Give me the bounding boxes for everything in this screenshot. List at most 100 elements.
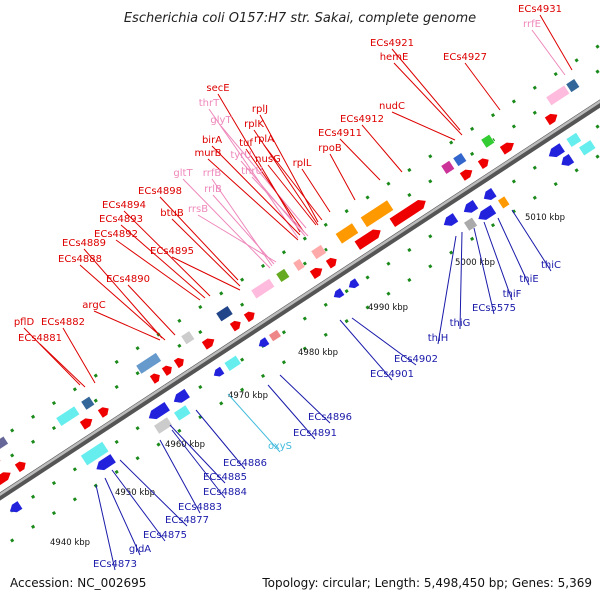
forward-leader-line <box>62 327 96 384</box>
gene-feature <box>0 435 9 454</box>
forward-leader-line <box>127 284 176 336</box>
forward-gene-label: ECs4898 <box>138 186 182 197</box>
gene-feature <box>161 365 172 376</box>
forward-gene-label: ECs4882 <box>41 317 85 328</box>
gene-feature <box>359 199 395 228</box>
gene-feature <box>545 84 571 106</box>
reverse-gene-label: ECs4883 <box>178 502 222 513</box>
forward-leader-line <box>79 264 166 341</box>
reverse-gene-label: ECs4891 <box>293 428 337 439</box>
reverse-gene-label: ECs4873 <box>93 559 137 570</box>
forward-gene-label: ECs4931 <box>518 4 562 15</box>
accession-text: Accession: NC_002695 <box>10 576 146 590</box>
forward-leader-line <box>23 327 81 386</box>
forward-gene-label: glyT <box>210 115 232 126</box>
forward-leader-line <box>393 62 463 136</box>
reverse-gene-label: thiE <box>519 274 538 285</box>
reverse-leader-line <box>104 477 141 556</box>
forward-leader-line <box>263 144 323 221</box>
gene-feature <box>173 404 192 422</box>
forward-leader-line <box>329 153 356 201</box>
position-ticks: 4940 kbp 4950 kbp 4960 kbp 4970 kbp 4980 kbp… <box>50 213 565 548</box>
forward-leader-line <box>251 176 309 237</box>
tick-label: 5010 kbp <box>525 213 565 223</box>
gene-feature <box>443 213 459 226</box>
forward-leader-line <box>301 168 331 213</box>
gene-feature <box>548 143 565 158</box>
forward-leader-line <box>217 93 301 233</box>
reverse-leader-line <box>339 319 393 381</box>
gene-feature <box>310 244 327 260</box>
gene-feature <box>334 222 359 245</box>
gene-feature <box>477 158 489 169</box>
reverse-leader-line <box>227 393 281 453</box>
forward-leader-line <box>171 256 241 291</box>
reverse-gene-label: ECs4886 <box>223 458 267 469</box>
gene-feature <box>80 395 96 411</box>
forward-leader-line <box>211 145 301 236</box>
forward-leader-line <box>207 158 299 241</box>
gene-feature <box>173 388 190 403</box>
gene-feature <box>14 461 26 473</box>
gene-labels: ECs4931 rrfE ECs4921 hemE ECs4927 nudC secE thr… <box>14 4 562 570</box>
reverse-gene-label: ECs4896 <box>308 412 352 423</box>
forward-gene-label: rrlB <box>204 184 222 195</box>
reverse-leader-line <box>195 409 246 470</box>
reverse-guide-track <box>0 123 600 521</box>
forward-gene-label: ECs4912 <box>340 114 384 125</box>
forward-leader-line <box>182 178 271 269</box>
reverse-gene-label: ECs4901 <box>370 369 414 380</box>
reverse-leader-line <box>95 484 116 571</box>
forward-gene-label: ECs4895 <box>150 246 194 257</box>
forward-leader-line <box>159 196 239 281</box>
gene-features <box>0 78 597 513</box>
gene-feature <box>440 160 456 175</box>
gene-feature <box>97 407 109 418</box>
gene-feature <box>201 338 215 350</box>
forward-leader-line <box>120 224 206 299</box>
forward-gene-label: secE <box>206 83 229 94</box>
forward-gene-label: rplA <box>254 134 274 145</box>
forward-leader-line <box>197 214 277 263</box>
gene-feature <box>55 405 81 427</box>
tick-label: 4970 kbp <box>228 391 268 401</box>
reverse-leader-line <box>169 424 226 484</box>
forward-gene-label: ECs4881 <box>18 333 62 344</box>
reverse-gene-label: ECs5575 <box>472 303 516 314</box>
forward-leader-line <box>361 124 403 173</box>
forward-gene-label: tyrU <box>230 150 251 161</box>
reverse-gene-label: ECs4875 <box>143 530 187 541</box>
forward-leader-line <box>212 194 275 265</box>
reverse-gene-label: thiH <box>428 333 449 344</box>
gene-feature <box>478 204 497 220</box>
reverse-gene-label: ECs4902 <box>394 354 438 365</box>
forward-gene-label: argC <box>82 300 105 311</box>
forward-leader-line <box>220 125 307 229</box>
gene-feature <box>268 329 282 342</box>
gene-feature <box>333 288 345 298</box>
reverse-gene-label: ECs4884 <box>203 487 247 498</box>
forward-gene-label: murB <box>194 148 221 159</box>
forward-leader-line <box>391 48 461 131</box>
gene-feature <box>213 366 225 377</box>
forward-gene-label: ECs4893 <box>99 214 143 225</box>
forward-gene-label: rrfE <box>523 19 541 30</box>
forward-gene-label: gltT <box>173 168 193 179</box>
forward-leader-line <box>93 310 161 341</box>
reverse-leader-line <box>111 469 166 542</box>
tick-label: 4950 kbp <box>115 488 155 498</box>
reverse-gene-label: thiG <box>450 318 471 329</box>
forward-gene-label: pflD <box>14 317 35 328</box>
gene-feature <box>452 152 468 167</box>
reverse-leader-line <box>351 317 417 366</box>
gene-feature <box>135 352 162 375</box>
forward-gene-label: hemE <box>380 52 409 63</box>
gene-feature <box>578 139 597 157</box>
forward-leader-line <box>531 29 566 76</box>
tick-label: 4980 kbp <box>298 348 338 358</box>
forward-leader-line <box>83 248 163 339</box>
gene-feature <box>250 278 276 300</box>
reverse-leader-line <box>483 221 513 301</box>
forward-gene-label: rplK <box>244 119 264 130</box>
gene-feature <box>561 153 575 166</box>
